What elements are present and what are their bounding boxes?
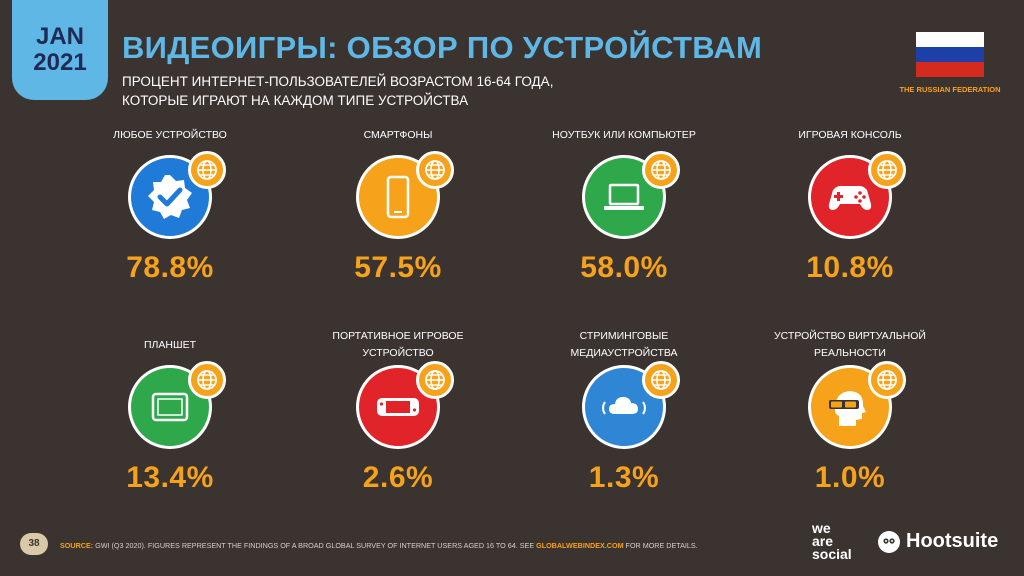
page-subtitle: ПРОЦЕНТ ИНТЕРНЕТ-ПОЛЬЗОВАТЕЛЕЙ ВОЗРАСТОМ… — [122, 72, 682, 110]
tile-streaming-devices: СТРИМИНГОВЫЕ МЕДИАУСТРОЙСТВА 1.3% — [524, 325, 724, 495]
globe-icon — [642, 361, 680, 399]
tile-value: 1.3% — [588, 461, 660, 494]
tile-label: СТРИМИНГОВЫЕ МЕДИАУСТРОЙСТВА — [570, 330, 678, 359]
cloud-streaming-icon — [582, 365, 666, 449]
source-text: GWI (Q3 2020). FIGURES REPRESENT THE FIN… — [93, 541, 537, 550]
source-tail: FOR MORE DETAILS. — [623, 541, 698, 550]
tile-value: 13.4% — [126, 461, 214, 494]
source-note: SOURCE: GWI (Q3 2020). FIGURES REPRESENT… — [60, 541, 698, 550]
tile-tablet: ПЛАНШЕТ 13.4% — [70, 325, 270, 495]
globe-icon — [188, 361, 226, 399]
globe-icon — [868, 151, 906, 189]
tile-label: ЛЮБОЕ УСТРОЙСТВО — [113, 128, 227, 141]
tile-value: 2.6% — [362, 461, 434, 494]
source-link[interactable]: GLOBALWEBINDEX.COM — [536, 541, 624, 550]
tile-handheld-console: ПОРТАТИВНОЕ ИГРОВОЕ УСТРОЙСТВО 2.6% — [298, 325, 498, 495]
tile-label: ПОРТАТИВНОЕ ИГРОВОЕ УСТРОЙСТВО — [332, 330, 464, 359]
tile-label: УСТРОЙСТВО ВИРТУАЛЬНОЙ РЕАЛЬНОСТИ — [774, 330, 926, 359]
tile-value: 57.5% — [354, 251, 442, 284]
tile-smartphones: СМАРТФОНЫ 57.5% — [298, 115, 498, 285]
country-label: THE RUSSIAN FEDERATION — [899, 85, 1001, 94]
date-badge: JAN 2021 — [12, 0, 108, 100]
tile-value: 78.8% — [126, 251, 214, 284]
owl-icon — [878, 530, 900, 553]
date-month: JAN — [35, 23, 84, 50]
page-number: 38 — [20, 533, 48, 555]
globe-icon — [188, 151, 226, 189]
tile-value: 1.0% — [814, 461, 886, 494]
tile-laptop: НОУТБУК ИЛИ КОМПЬЮТЕР 58.0% — [524, 115, 724, 285]
date-year: 2021 — [33, 49, 87, 76]
tile-any-device: ЛЮБОЕ УСТРОЙСТВО 78.8% — [70, 115, 270, 285]
we-are-social-logo: we are social — [812, 520, 852, 562]
tile-label: ПЛАНШЕТ — [143, 338, 197, 351]
tile-label: НОУТБУК ИЛИ КОМПЬЮТЕР — [552, 128, 696, 141]
tile-game-console: ИГРОВАЯ КОНСОЛЬ 10.8% — [750, 115, 950, 285]
subtitle-line-2: КОТОРЫЕ ИГРАЮТ НА КАЖДОМ ТИПЕ УСТРОЙСТВА — [122, 93, 469, 108]
globe-icon — [868, 361, 906, 399]
page-title: ВИДЕОИГРЫ: ОБЗОР ПО УСТРОЙСТВАМ — [122, 30, 763, 65]
tile-label: СМАРТФОНЫ — [363, 128, 433, 141]
tile-label: ИГРОВАЯ КОНСОЛЬ — [798, 128, 902, 141]
tile-vr-device: УСТРОЙСТВО ВИРТУАЛЬНОЙ РЕАЛЬНОСТИ 1.0% — [750, 325, 950, 495]
hootsuite-logo: Hootsuite — [878, 530, 998, 553]
tile-value: 58.0% — [580, 251, 668, 284]
source-label: SOURCE: — [60, 541, 94, 550]
tile-value: 10.8% — [806, 251, 894, 284]
vr-headset-icon — [808, 365, 892, 449]
subtitle-line-1: ПРОЦЕНТ ИНТЕРНЕТ-ПОЛЬЗОВАТЕЛЕЙ ВОЗРАСТОМ… — [122, 74, 554, 89]
russia-flag-icon — [916, 32, 984, 77]
globe-icon — [416, 361, 454, 399]
globe-icon — [642, 151, 680, 189]
globe-icon — [416, 151, 454, 189]
